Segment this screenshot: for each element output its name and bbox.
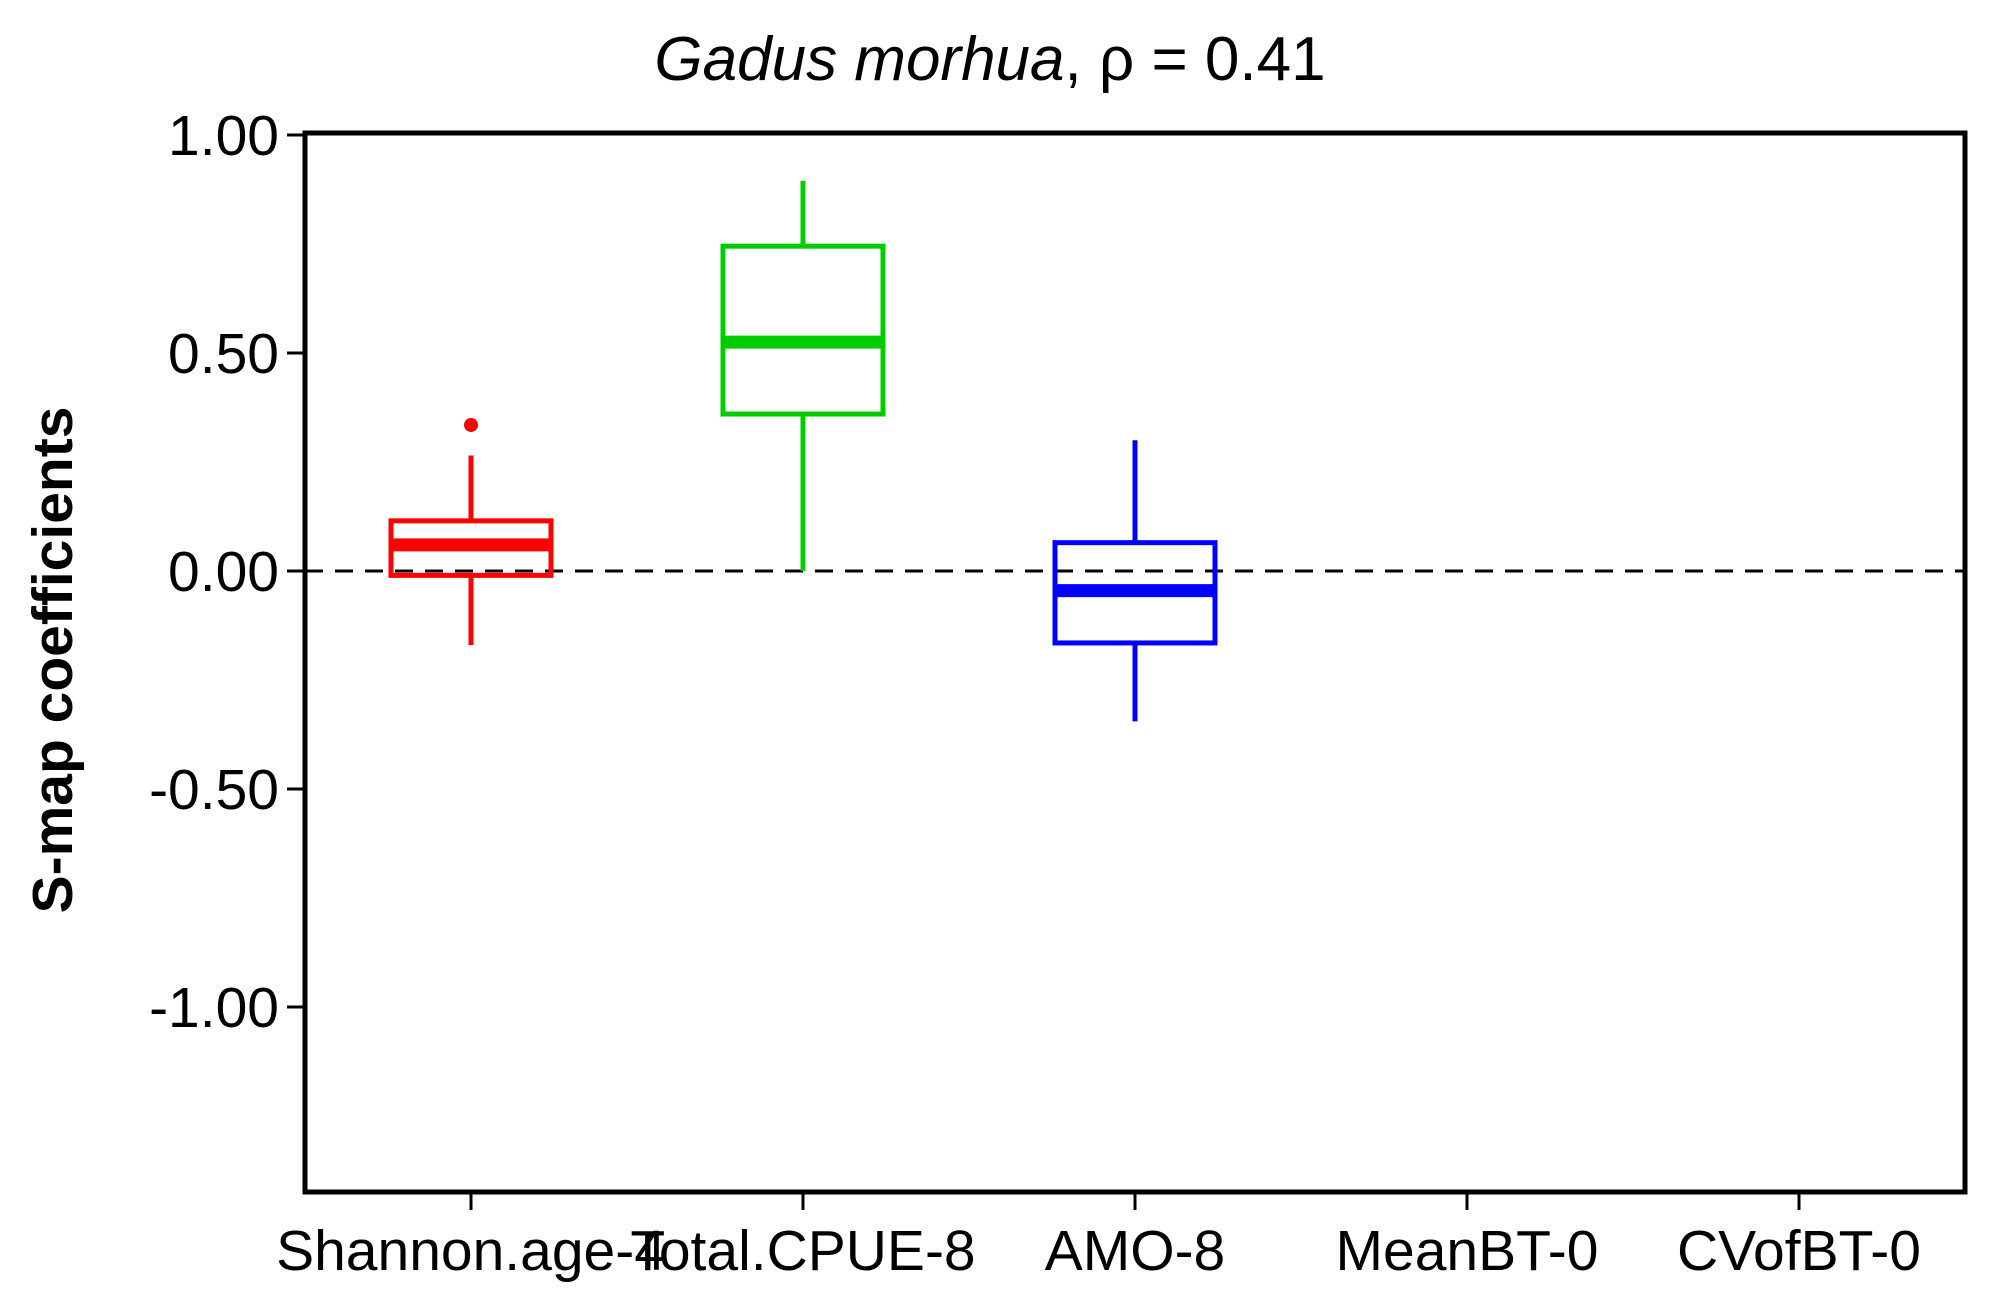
y-tick-label: -1.00 (149, 976, 279, 1040)
y-tick-label: 1.00 (168, 104, 279, 168)
box (720, 243, 886, 417)
title-rho: , ρ = 0.41 (1065, 25, 1326, 94)
y-tick-label: 0.00 (168, 540, 279, 604)
x-tick-label: Shannon.age-4 (276, 1219, 666, 1283)
y-tick-label: 0.50 (168, 322, 279, 386)
y-tick-label: -0.50 (149, 758, 279, 822)
outlier-point (464, 417, 478, 432)
x-tick-label: Total.CPUE-8 (630, 1219, 975, 1283)
x-tick-label: AMO-8 (1045, 1219, 1226, 1283)
title-species: Gadus morhua (654, 25, 1064, 94)
plot-area: 1.00 0.50 0.00 -0.50 -1.00 Shannon.age-4Total… (149, 104, 1968, 1283)
x-tick-label: MeanBT-0 (1336, 1219, 1599, 1283)
x-tick-label: CVofBT-0 (1677, 1219, 1921, 1283)
chart-title: Gadus morhua, ρ = 0.41 (654, 25, 1325, 94)
y-axis-title: S-map coefficients (21, 407, 85, 914)
